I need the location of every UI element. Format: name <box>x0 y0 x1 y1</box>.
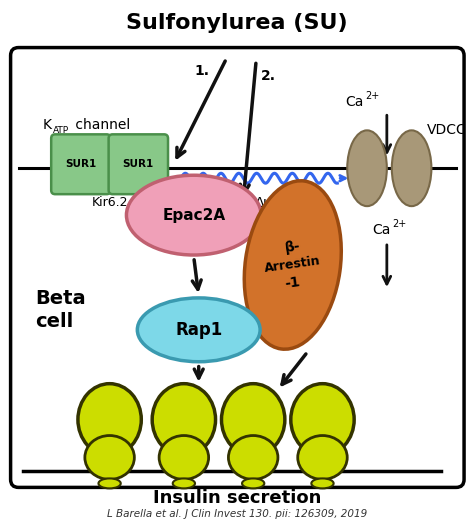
Ellipse shape <box>78 384 141 456</box>
Ellipse shape <box>391 130 430 206</box>
Text: Ca: Ca <box>371 223 389 237</box>
Text: -1: -1 <box>284 275 301 291</box>
Text: Ca: Ca <box>345 95 363 109</box>
Text: β-: β- <box>284 239 301 255</box>
Ellipse shape <box>172 479 195 488</box>
Text: Beta
cell: Beta cell <box>35 289 86 331</box>
Ellipse shape <box>159 436 208 480</box>
Ellipse shape <box>85 436 134 480</box>
Ellipse shape <box>152 384 215 456</box>
Text: Kir6.2: Kir6.2 <box>91 196 128 209</box>
Ellipse shape <box>311 479 333 488</box>
Text: 2.: 2. <box>260 70 275 84</box>
Ellipse shape <box>221 384 284 456</box>
Text: channel: channel <box>71 118 130 132</box>
Ellipse shape <box>241 479 264 488</box>
Ellipse shape <box>98 479 120 488</box>
Text: 1.: 1. <box>194 63 209 77</box>
Text: Δψ: Δψ <box>255 196 273 210</box>
Text: Arrestin: Arrestin <box>263 255 321 276</box>
Ellipse shape <box>244 181 340 349</box>
FancyBboxPatch shape <box>51 134 110 194</box>
Ellipse shape <box>126 175 260 255</box>
Text: Rap1: Rap1 <box>175 321 222 339</box>
Ellipse shape <box>228 436 278 480</box>
Ellipse shape <box>297 436 347 480</box>
Text: L Barella et al. J Clin Invest 130. pii: 126309, 2019: L Barella et al. J Clin Invest 130. pii:… <box>107 509 366 519</box>
Text: Sulfonylurea (SU): Sulfonylurea (SU) <box>126 13 347 32</box>
Text: Epac2A: Epac2A <box>162 208 225 223</box>
Text: Insulin secretion: Insulin secretion <box>152 490 320 507</box>
Text: SUR1: SUR1 <box>122 160 154 169</box>
FancyBboxPatch shape <box>109 134 168 194</box>
Text: VDCC: VDCC <box>426 123 465 138</box>
Ellipse shape <box>290 384 353 456</box>
Text: K: K <box>42 118 51 132</box>
Text: ATP: ATP <box>53 126 69 135</box>
Ellipse shape <box>137 298 259 362</box>
Ellipse shape <box>347 130 386 206</box>
Text: 2+: 2+ <box>391 219 405 229</box>
Text: 2+: 2+ <box>364 92 378 101</box>
Text: SUR1: SUR1 <box>65 160 96 169</box>
